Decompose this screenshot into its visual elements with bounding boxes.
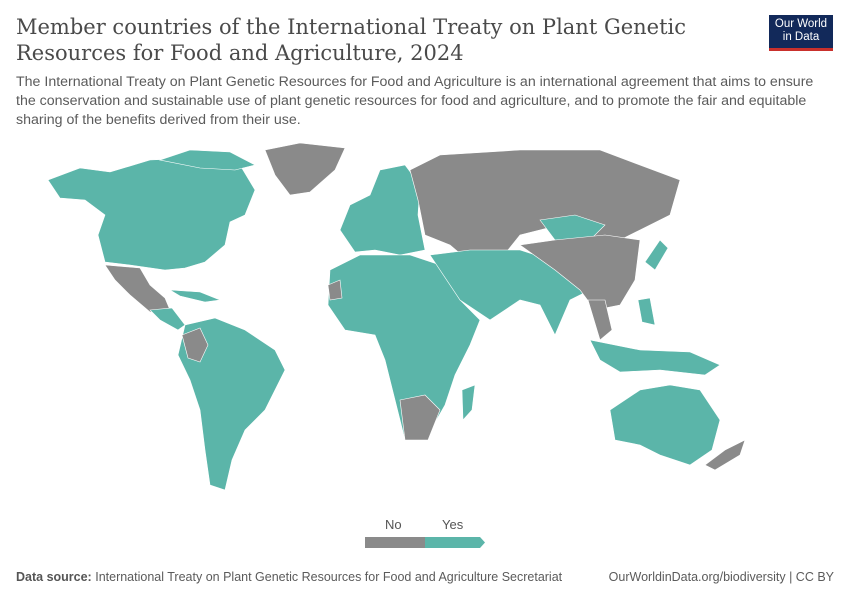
region-japan-korea[interactable] bbox=[644, 239, 669, 271]
credit-link[interactable]: OurWorldinData.org/biodiversity | CC BY bbox=[608, 570, 834, 584]
region-new-zealand[interactable] bbox=[704, 439, 746, 471]
region-western-sahara[interactable] bbox=[327, 279, 343, 301]
source-label: Data source: bbox=[16, 570, 92, 584]
region-mexico[interactable] bbox=[104, 264, 171, 313]
region-southern-africa[interactable] bbox=[399, 394, 441, 441]
region-madagascar[interactable] bbox=[461, 384, 476, 421]
region-australia[interactable] bbox=[609, 384, 721, 466]
source-text: International Treaty on Plant Genetic Re… bbox=[95, 570, 563, 584]
region-mongolia[interactable] bbox=[539, 214, 606, 241]
region-caribbean[interactable] bbox=[169, 289, 222, 303]
chart-subtitle: The International Treaty on Plant Geneti… bbox=[16, 74, 814, 128]
data-source: Data source: International Treaty on Pla… bbox=[16, 570, 562, 584]
chart-title: Member countries of the International Tr… bbox=[16, 15, 687, 65]
legend-label-no: No bbox=[385, 517, 402, 532]
region-central-america[interactable] bbox=[149, 307, 186, 331]
region-africa[interactable] bbox=[327, 254, 481, 441]
region-colombia[interactable] bbox=[181, 327, 209, 363]
region-middle-east-south-asia[interactable] bbox=[429, 249, 591, 336]
region-south-america[interactable] bbox=[177, 317, 286, 491]
region-canadian-arctic[interactable] bbox=[158, 149, 256, 171]
logo-text: Our World bbox=[774, 18, 828, 30]
owid-logo[interactable]: Our World in Data bbox=[769, 15, 833, 51]
region-philippines[interactable] bbox=[637, 297, 656, 326]
legend-swatch-no[interactable] bbox=[365, 537, 425, 548]
region-greenland[interactable] bbox=[264, 142, 346, 196]
region-north-america[interactable] bbox=[47, 157, 256, 271]
logo-text: in Data bbox=[782, 31, 820, 43]
region-china[interactable] bbox=[519, 234, 641, 311]
legend: No Yes bbox=[365, 517, 490, 552]
region-indonesia[interactable] bbox=[589, 339, 721, 376]
legend-swatch-yes[interactable] bbox=[425, 537, 485, 548]
world-map bbox=[47, 142, 746, 491]
region-southeast-asia[interactable] bbox=[587, 299, 613, 341]
legend-label-yes: Yes bbox=[442, 517, 464, 532]
